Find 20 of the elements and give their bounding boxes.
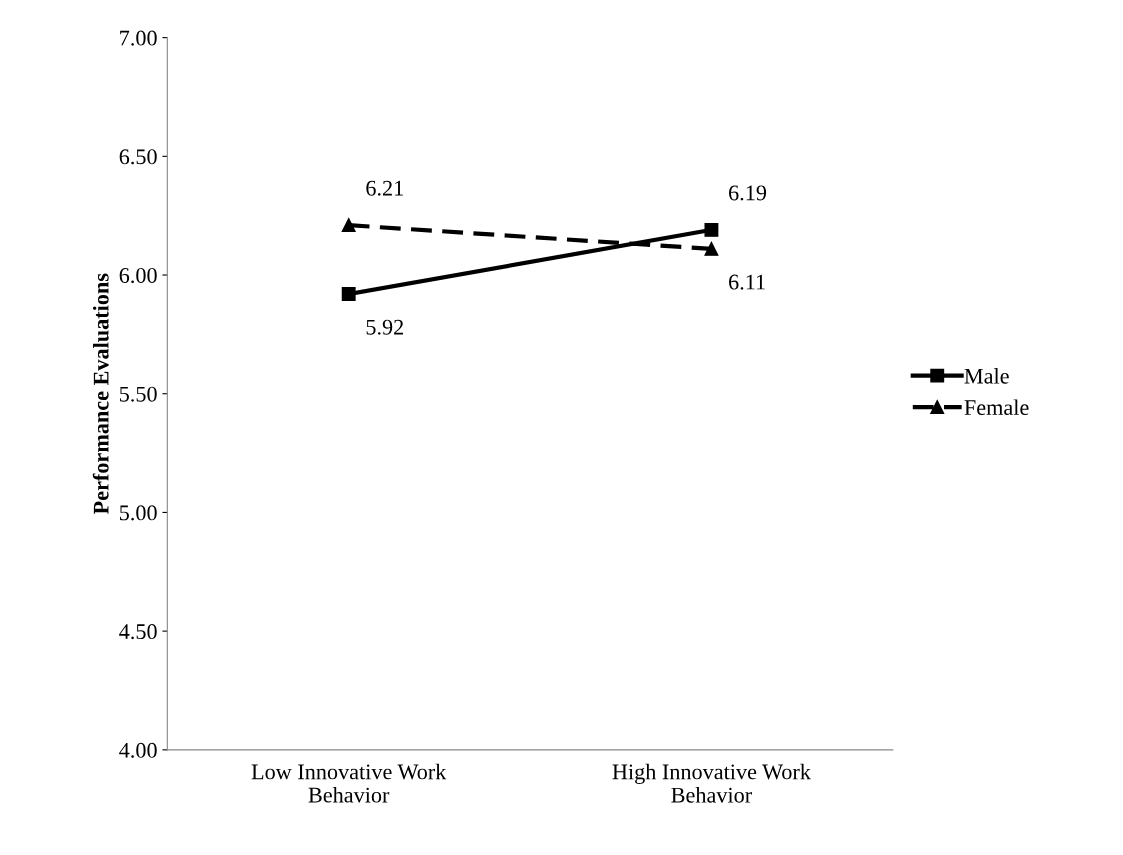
x-tick-label: Low Innovative Work Behavior xyxy=(251,763,447,803)
point xyxy=(704,241,719,256)
y-tick-label: 5.50 xyxy=(120,386,157,402)
point xyxy=(341,287,356,301)
legend-label: Male xyxy=(964,368,1009,384)
data-label: 6.11 xyxy=(729,274,765,290)
data-label: 6.21 xyxy=(366,180,403,196)
y-tick-label: 7.00 xyxy=(120,30,157,46)
y-tick-label: 4.50 xyxy=(119,624,157,640)
x-tick-label: High Innovative Work Behavior xyxy=(612,763,811,803)
y-axis-title: Performance Evaluations xyxy=(92,273,109,515)
point xyxy=(704,222,719,237)
y-tick-label: 4.00 xyxy=(119,742,157,758)
legend-label: Female xyxy=(964,399,1029,416)
y-tick-label: 6.00 xyxy=(119,267,157,284)
data-label: 6.19 xyxy=(729,185,767,201)
y-tick-label: 6.50 xyxy=(119,149,157,165)
y-tick-label: 5.00 xyxy=(120,505,157,521)
data-label: 5.92 xyxy=(366,319,404,335)
point xyxy=(341,218,356,233)
